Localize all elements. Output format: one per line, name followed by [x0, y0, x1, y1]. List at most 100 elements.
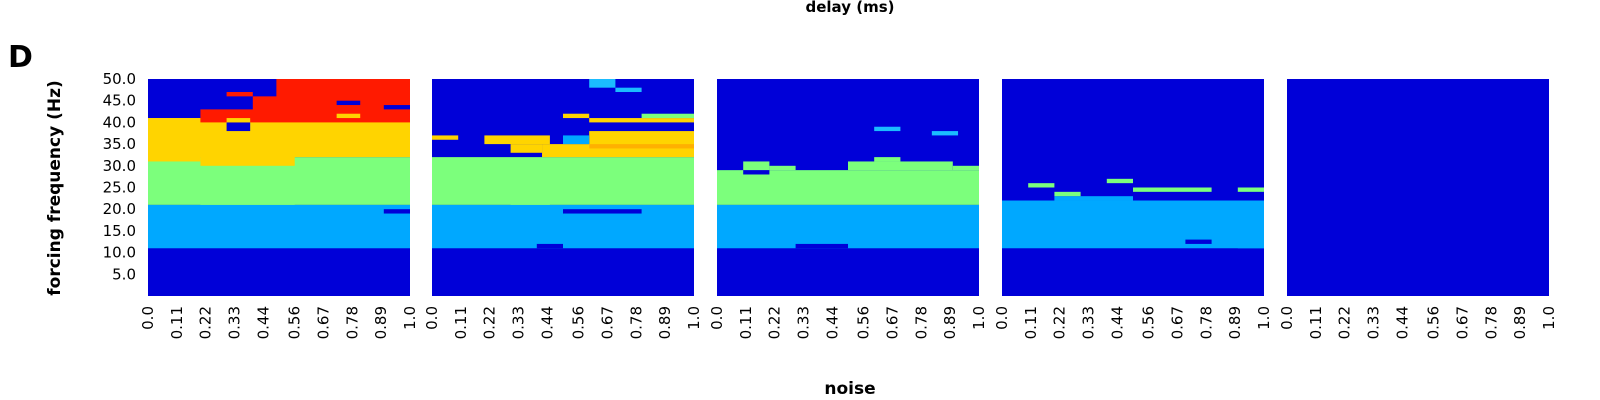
x-tick-label: 0.67 — [884, 306, 902, 339]
x-tick-label: 1.0 — [1255, 306, 1273, 330]
heatmap-cell — [563, 209, 642, 214]
panel-letter: D — [8, 40, 33, 75]
heatmap-cell — [1028, 183, 1055, 188]
heatmap-cell — [432, 161, 511, 201]
heatmap-cell — [1237, 209, 1264, 249]
heatmap-cell — [717, 170, 979, 205]
heatmap-cell — [615, 87, 642, 93]
y-axis-title: forcing frequency (Hz) — [45, 80, 65, 296]
x-tick-label: 0.78 — [627, 306, 645, 339]
x-tick-label: 0.22 — [766, 306, 784, 339]
x-tick-label: 0.89 — [941, 306, 959, 339]
x-tick-label: 1.0 — [401, 306, 419, 330]
heatmap-cell — [536, 243, 563, 249]
x-tick-label: 0.56 — [1425, 306, 1443, 339]
heatmap-cell — [743, 170, 770, 175]
x-tick-label: 0.78 — [1482, 306, 1500, 339]
heatmap-cell — [1185, 239, 1212, 244]
heatmap-cell — [1237, 187, 1264, 192]
x-tick-label: 0.56 — [1140, 306, 1158, 339]
heatmap-cell — [226, 122, 251, 132]
heatmap-cell — [769, 165, 796, 171]
x-tick-label: 0.44 — [1393, 306, 1411, 339]
heatmap-cell — [383, 209, 410, 214]
heatmap-cell — [226, 118, 251, 123]
x-tick-label: 0.11 — [1307, 306, 1325, 339]
x-tick-label: 0.89 — [1226, 306, 1244, 339]
heatmap-panel-2: 0.0 0.11 0.22 0.33 0.44 0.56 0.67 0.78 0.89 1.0 — [423, 79, 703, 339]
y-tick-label: 15.0 — [103, 222, 136, 240]
heatmap-cell — [795, 243, 848, 249]
x-tick-label: 0.89 — [372, 306, 390, 339]
x-tick-label: 0.67 — [315, 306, 333, 339]
heatmap-cell — [200, 165, 295, 205]
x-tick-label: 0.56 — [286, 306, 304, 339]
y-tick-label: 20.0 — [103, 200, 136, 218]
x-tick-label: 0.22 — [481, 306, 499, 339]
heatmap-cell — [383, 105, 410, 110]
heatmap-cell — [848, 161, 953, 171]
x-tick-label: 0.0 — [708, 306, 726, 330]
heatmap-cell — [1106, 178, 1133, 184]
heatmap-cell — [874, 157, 901, 162]
y-tick-labels: 50.0 45.0 40.0 35.0 30.0 25.0 20.0 15.0 10.0 5.0 — [103, 70, 136, 283]
x-tick-label: 0.0 — [423, 306, 441, 330]
heatmap-cell — [510, 144, 543, 153]
y-tick-label: 30.0 — [103, 157, 136, 175]
x-tick-label: 0.67 — [1454, 306, 1472, 339]
y-tick-label: 25.0 — [103, 179, 136, 197]
heatmap-cell — [874, 126, 901, 132]
heatmap-cell — [563, 135, 590, 145]
heatmap-cell — [589, 79, 616, 88]
x-tick-label: 0.33 — [509, 306, 527, 339]
heatmap-cell — [432, 135, 459, 140]
heatmap-panel-4: 0.0 0.11 0.22 0.33 0.44 0.56 0.67 0.78 0.89 1.0 — [993, 79, 1273, 339]
x-tick-label: 0.33 — [225, 306, 243, 339]
delay-axis-label: delay (ms) — [806, 0, 895, 16]
heatmap-cell — [563, 113, 590, 119]
heatmap-cell — [1054, 196, 1133, 201]
x-tick-label: 0.56 — [570, 306, 588, 339]
heatmap-cell — [589, 144, 694, 149]
heatmap-cell — [226, 92, 253, 97]
x-tick-label: 0.11 — [168, 306, 186, 339]
x-tick-label: 0.22 — [197, 306, 215, 339]
heatmap-cell — [717, 204, 979, 249]
heatmap-cell — [1054, 191, 1081, 197]
y-tick-label: 50.0 — [103, 70, 136, 88]
heatmap-cell — [336, 100, 361, 106]
x-tick-label: 0.56 — [855, 306, 873, 339]
x-tick-label: 0.11 — [1022, 306, 1040, 339]
heatmap-cell — [952, 165, 979, 171]
x-tick-label: 0.11 — [452, 306, 470, 339]
x-tick-label: 0.22 — [1051, 306, 1069, 339]
heatmap-panel-1: 0.0 0.11 0.22 0.33 0.44 0.56 0.67 0.78 0.89 1.0 — [139, 79, 419, 339]
y-tick-label: 40.0 — [103, 113, 136, 131]
x-tick-label: 0.44 — [1108, 306, 1126, 339]
x-tick-label: 0.11 — [737, 306, 755, 339]
x-tick-label: 0.0 — [1278, 306, 1296, 330]
x-tick-label: 0.89 — [1511, 306, 1529, 339]
heatmap-cell — [148, 161, 201, 201]
x-tick-label: 0.78 — [1197, 306, 1215, 339]
x-tick-label: 0.33 — [1079, 306, 1097, 339]
x-tick-label: 0.44 — [254, 306, 272, 339]
heatmap-cell — [1133, 187, 1212, 192]
x-tick-label: 1.0 — [685, 306, 703, 330]
heatmap-panel-5: 0.0 0.11 0.22 0.33 0.44 0.56 0.67 0.78 0.89 1.0 — [1278, 79, 1558, 339]
x-tick-label: 1.0 — [1540, 306, 1558, 330]
heatmap-cell — [743, 161, 770, 171]
heatmap-cell — [1002, 200, 1264, 249]
x-tick-label: 0.33 — [1364, 306, 1382, 339]
y-tick-label: 5.0 — [112, 265, 136, 283]
y-tick-label: 35.0 — [103, 135, 136, 153]
x-tick-label: 0.33 — [794, 306, 812, 339]
y-tick-label: 45.0 — [103, 92, 136, 110]
x-tick-label: 0.78 — [343, 306, 361, 339]
x-tick-label: 0.44 — [823, 306, 841, 339]
heatmap-cell — [148, 204, 410, 249]
heatmap-cell — [336, 113, 361, 119]
x-tick-label: 1.0 — [970, 306, 988, 330]
heatmap-cell — [589, 118, 694, 123]
x-tick-label: 0.44 — [538, 306, 556, 339]
